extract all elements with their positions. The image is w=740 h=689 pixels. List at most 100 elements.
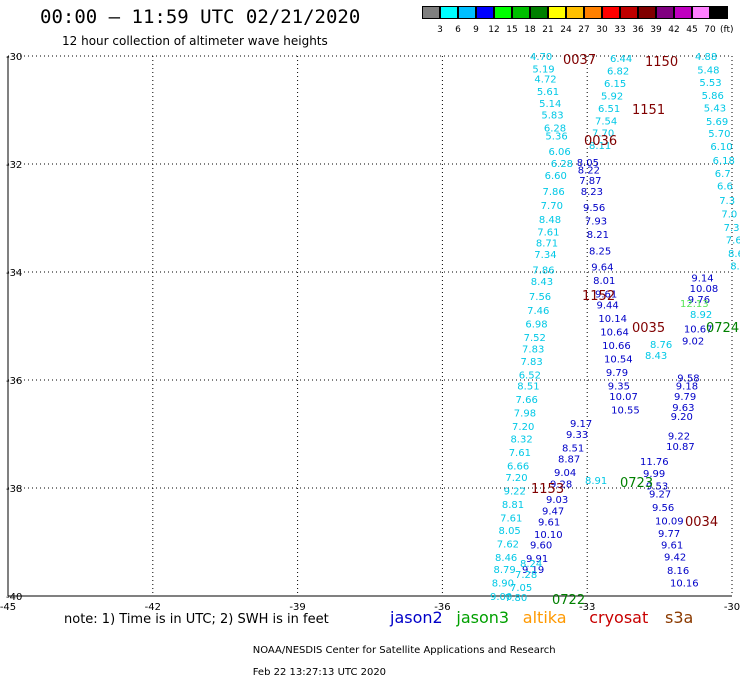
wave-height-label: 9.35 <box>608 381 630 392</box>
time-tag: 0724 <box>706 321 739 336</box>
wave-height-label: 8.91 <box>585 476 607 487</box>
wave-height-label: 8.24 <box>520 559 542 570</box>
wave-height-label: 8.95 <box>730 262 740 273</box>
wave-height-label: 5.86 <box>702 91 724 102</box>
wave-height-label: 9.56 <box>583 203 605 214</box>
footnote: note: 1) Time is in UTC; 2) SWH is in fe… <box>64 612 329 627</box>
wave-height-label: 6.28 <box>544 123 566 134</box>
colorbar-label: 27 <box>578 25 590 35</box>
wave-height-label: 9.47 <box>542 507 564 518</box>
wave-height-label: 5.92 <box>601 91 623 102</box>
wave-height-label: 10.10 <box>534 530 563 541</box>
wave-height-label: 7.54 <box>595 116 617 127</box>
colorbar-label: 70 <box>704 25 716 35</box>
time-tag: 1153 <box>531 482 564 497</box>
wave-height-label: 8.23 <box>581 187 603 198</box>
wave-height-label: 10.14 <box>598 314 627 325</box>
colorbar-swatch <box>548 6 566 19</box>
wave-height-label: 10.07 <box>609 392 638 403</box>
wave-height-label: 7.86 <box>532 265 554 276</box>
wave-height-label: 6.18 <box>713 156 735 167</box>
colorbar-swatch <box>674 6 692 19</box>
wave-height-label: 9.18 <box>676 381 698 392</box>
wave-height-label: 7.20 <box>512 422 534 433</box>
wave-height-label: 12.13 <box>680 299 709 310</box>
wave-height-label: 8.43 <box>645 351 667 362</box>
wave-height-label: 7.30 <box>724 223 740 234</box>
wave-height-label: 8.32 <box>510 434 532 445</box>
wave-height-label: 6.52 <box>519 371 541 382</box>
colorbar-label: 45 <box>686 25 698 35</box>
time-tag: 0723 <box>620 476 653 491</box>
colorbar-label: 33 <box>614 25 626 35</box>
y-tick-label: -32 <box>6 160 22 171</box>
colorbar-label: 36 <box>632 25 644 35</box>
wave-height-label: 8.21 <box>587 230 609 241</box>
wave-height-label: 5.36 <box>545 131 567 142</box>
wave-height-label: 9.61 <box>538 517 560 528</box>
wave-height-label: 9.79 <box>606 368 628 379</box>
wave-height-label: 9.99 <box>643 469 665 480</box>
colorbar-swatch <box>512 6 530 19</box>
colorbar-swatch <box>422 6 440 19</box>
wave-height-label: 7.98 <box>514 408 536 419</box>
wave-height-label: 6.15 <box>604 79 626 90</box>
legend-s3a: s3a <box>665 608 694 627</box>
wave-height-label: 8.51 <box>562 444 584 455</box>
wave-height-label: 7.52 <box>524 333 546 344</box>
time-tag: 1150 <box>645 55 678 70</box>
legend-altika: altika <box>522 608 567 627</box>
colorbar-swatch <box>584 6 602 19</box>
wave-height-label: 10.16 <box>670 579 699 590</box>
colorbar-swatch <box>710 6 728 19</box>
page-title: 00:00 – 11:59 UTC 02/21/2020 <box>40 6 361 28</box>
wave-height-label: 9.22 <box>668 432 690 443</box>
colorbar-label: 39 <box>650 25 662 35</box>
colorbar-swatch <box>476 6 494 19</box>
wave-height-label: 6.51 <box>598 104 620 115</box>
colorbar-label: 3 <box>437 25 443 35</box>
wave-height-label: 9.02 <box>682 337 704 348</box>
wave-height-label: 7.28 <box>515 570 537 581</box>
wave-height-label: 7.83 <box>520 357 542 368</box>
wave-height-label: 6.98 <box>525 319 547 330</box>
colorbar-swatch <box>530 6 548 19</box>
wave-height-label: 9.76 <box>688 295 710 306</box>
wave-height-label: 10.54 <box>604 354 633 365</box>
wave-height-label: 9.61 <box>661 541 683 552</box>
colorbar-label: 24 <box>560 25 572 35</box>
time-tag: 0036 <box>584 134 617 149</box>
wave-height-label: 5.43 <box>704 103 726 114</box>
time-tag: 1152 <box>582 289 615 304</box>
colorbar-label: 18 <box>524 25 536 35</box>
wave-height-label: 4.88 <box>695 52 717 63</box>
wave-height-label: 10.64 <box>600 327 629 338</box>
wave-height-label: 8.46 <box>495 553 517 564</box>
wave-height-label: 7.80 <box>505 593 527 604</box>
wave-height-label: 7.46 <box>527 306 549 317</box>
wave-height-label: 8.81 <box>502 500 524 511</box>
chart-svg: -45 -42 -39 -36 -33 -30 -30 -32 -34 -36 -38 -40 4.70… <box>0 52 740 613</box>
wave-height-label: 7.83 <box>522 345 544 356</box>
legend-jason3: jason3 <box>456 608 510 627</box>
wave-height-label: 7.66 <box>516 395 538 406</box>
footer-credit: NOAA/NESDIS Center for Satellite Applica… <box>240 634 556 689</box>
colorbar-swatch <box>602 6 620 19</box>
wave-height-label: 10.66 <box>602 341 631 352</box>
wave-height-label: 7.62 <box>497 540 519 551</box>
footer-timestamp: Feb 22 13:27:13 UTC 2020 <box>252 667 387 678</box>
wave-height-label: 5.48 <box>697 66 719 77</box>
time-tag: 0034 <box>685 515 718 530</box>
wave-height-label: 8.01 <box>593 276 615 287</box>
wave-height-label: 8.43 <box>531 277 553 288</box>
wave-height-label: 6.7 <box>715 169 731 180</box>
wave-height-label: 9.03 <box>546 495 568 506</box>
wave-height-label: 9.79 <box>674 392 696 403</box>
wave-height-label: 6.66 <box>507 461 529 472</box>
wave-height-label: 8.79 <box>494 565 516 576</box>
wave-height-label: 8.66 <box>728 249 740 260</box>
time-tag: 0037 <box>563 53 596 68</box>
wave-height-label: 8.16 <box>667 566 689 577</box>
wave-height-label: 5.61 <box>537 87 559 98</box>
wave-height-label: 9.04 <box>554 468 576 479</box>
